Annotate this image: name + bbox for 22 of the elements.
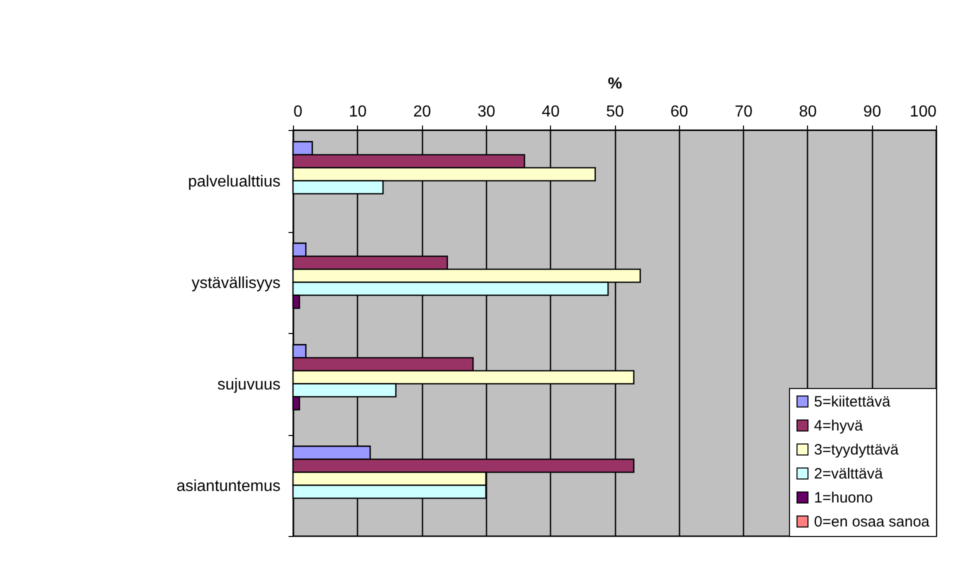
legend-label: 2=välttävä [814, 466, 884, 482]
x-tick-label: 10 [348, 104, 367, 120]
y-tick-label: ystävällisyys [192, 274, 280, 292]
x-tick-label: 70 [734, 104, 753, 120]
legend-label: 1=huono [814, 490, 873, 506]
y-tick-label: sujuvuus [217, 376, 280, 394]
legend-label: 5=kiitettävä [814, 394, 891, 410]
legend-label: 0=en osaa sanoa [814, 514, 930, 530]
x-tick-label: 90 [863, 104, 882, 120]
x-tick-label: 0 [294, 104, 302, 120]
x-axis-title: % [608, 76, 622, 92]
x-tick-label: 60 [670, 104, 688, 120]
y-tick-label: asiantuntemus [176, 478, 280, 495]
x-tick-label: 80 [799, 104, 817, 120]
y-tick-label: palvelualttius [188, 173, 280, 190]
x-tick-label: 30 [478, 104, 496, 120]
x-tick-label: 100 [910, 104, 937, 120]
x-tick-label: 40 [542, 104, 560, 120]
x-tick-label: 20 [413, 104, 432, 120]
x-tick-label: 50 [606, 104, 624, 120]
legend-label: 3=tyydyttävä [814, 442, 900, 458]
legend-label: 4=hyvä [814, 418, 864, 434]
